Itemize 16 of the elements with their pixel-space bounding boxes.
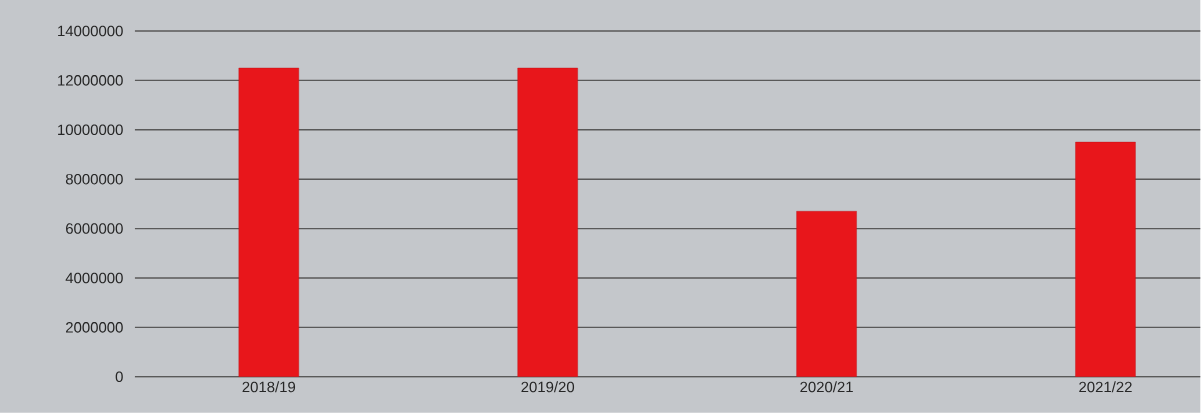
y-tick-label: 4000000 — [65, 272, 123, 284]
x-tick-label: 2018/19 — [242, 381, 296, 393]
y-tick-label: 14000000 — [58, 25, 123, 37]
x-tick-label: 2019/20 — [521, 381, 575, 393]
x-tick-label: 2020/21 — [800, 381, 853, 393]
bar — [517, 67, 578, 377]
x-tick-label: 2021/22 — [1079, 381, 1132, 393]
y-tick-label: 10000000 — [58, 124, 123, 136]
y-tick-label: 8000000 — [65, 174, 123, 185]
bar — [238, 67, 299, 377]
y-tick-label: 2000000 — [66, 322, 123, 333]
bar — [796, 211, 857, 377]
bar — [1075, 142, 1136, 377]
y-tick-label: 6000000 — [66, 223, 123, 234]
y-tick-label: 0 — [115, 371, 123, 383]
y-tick-label: 12000000 — [58, 75, 123, 86]
